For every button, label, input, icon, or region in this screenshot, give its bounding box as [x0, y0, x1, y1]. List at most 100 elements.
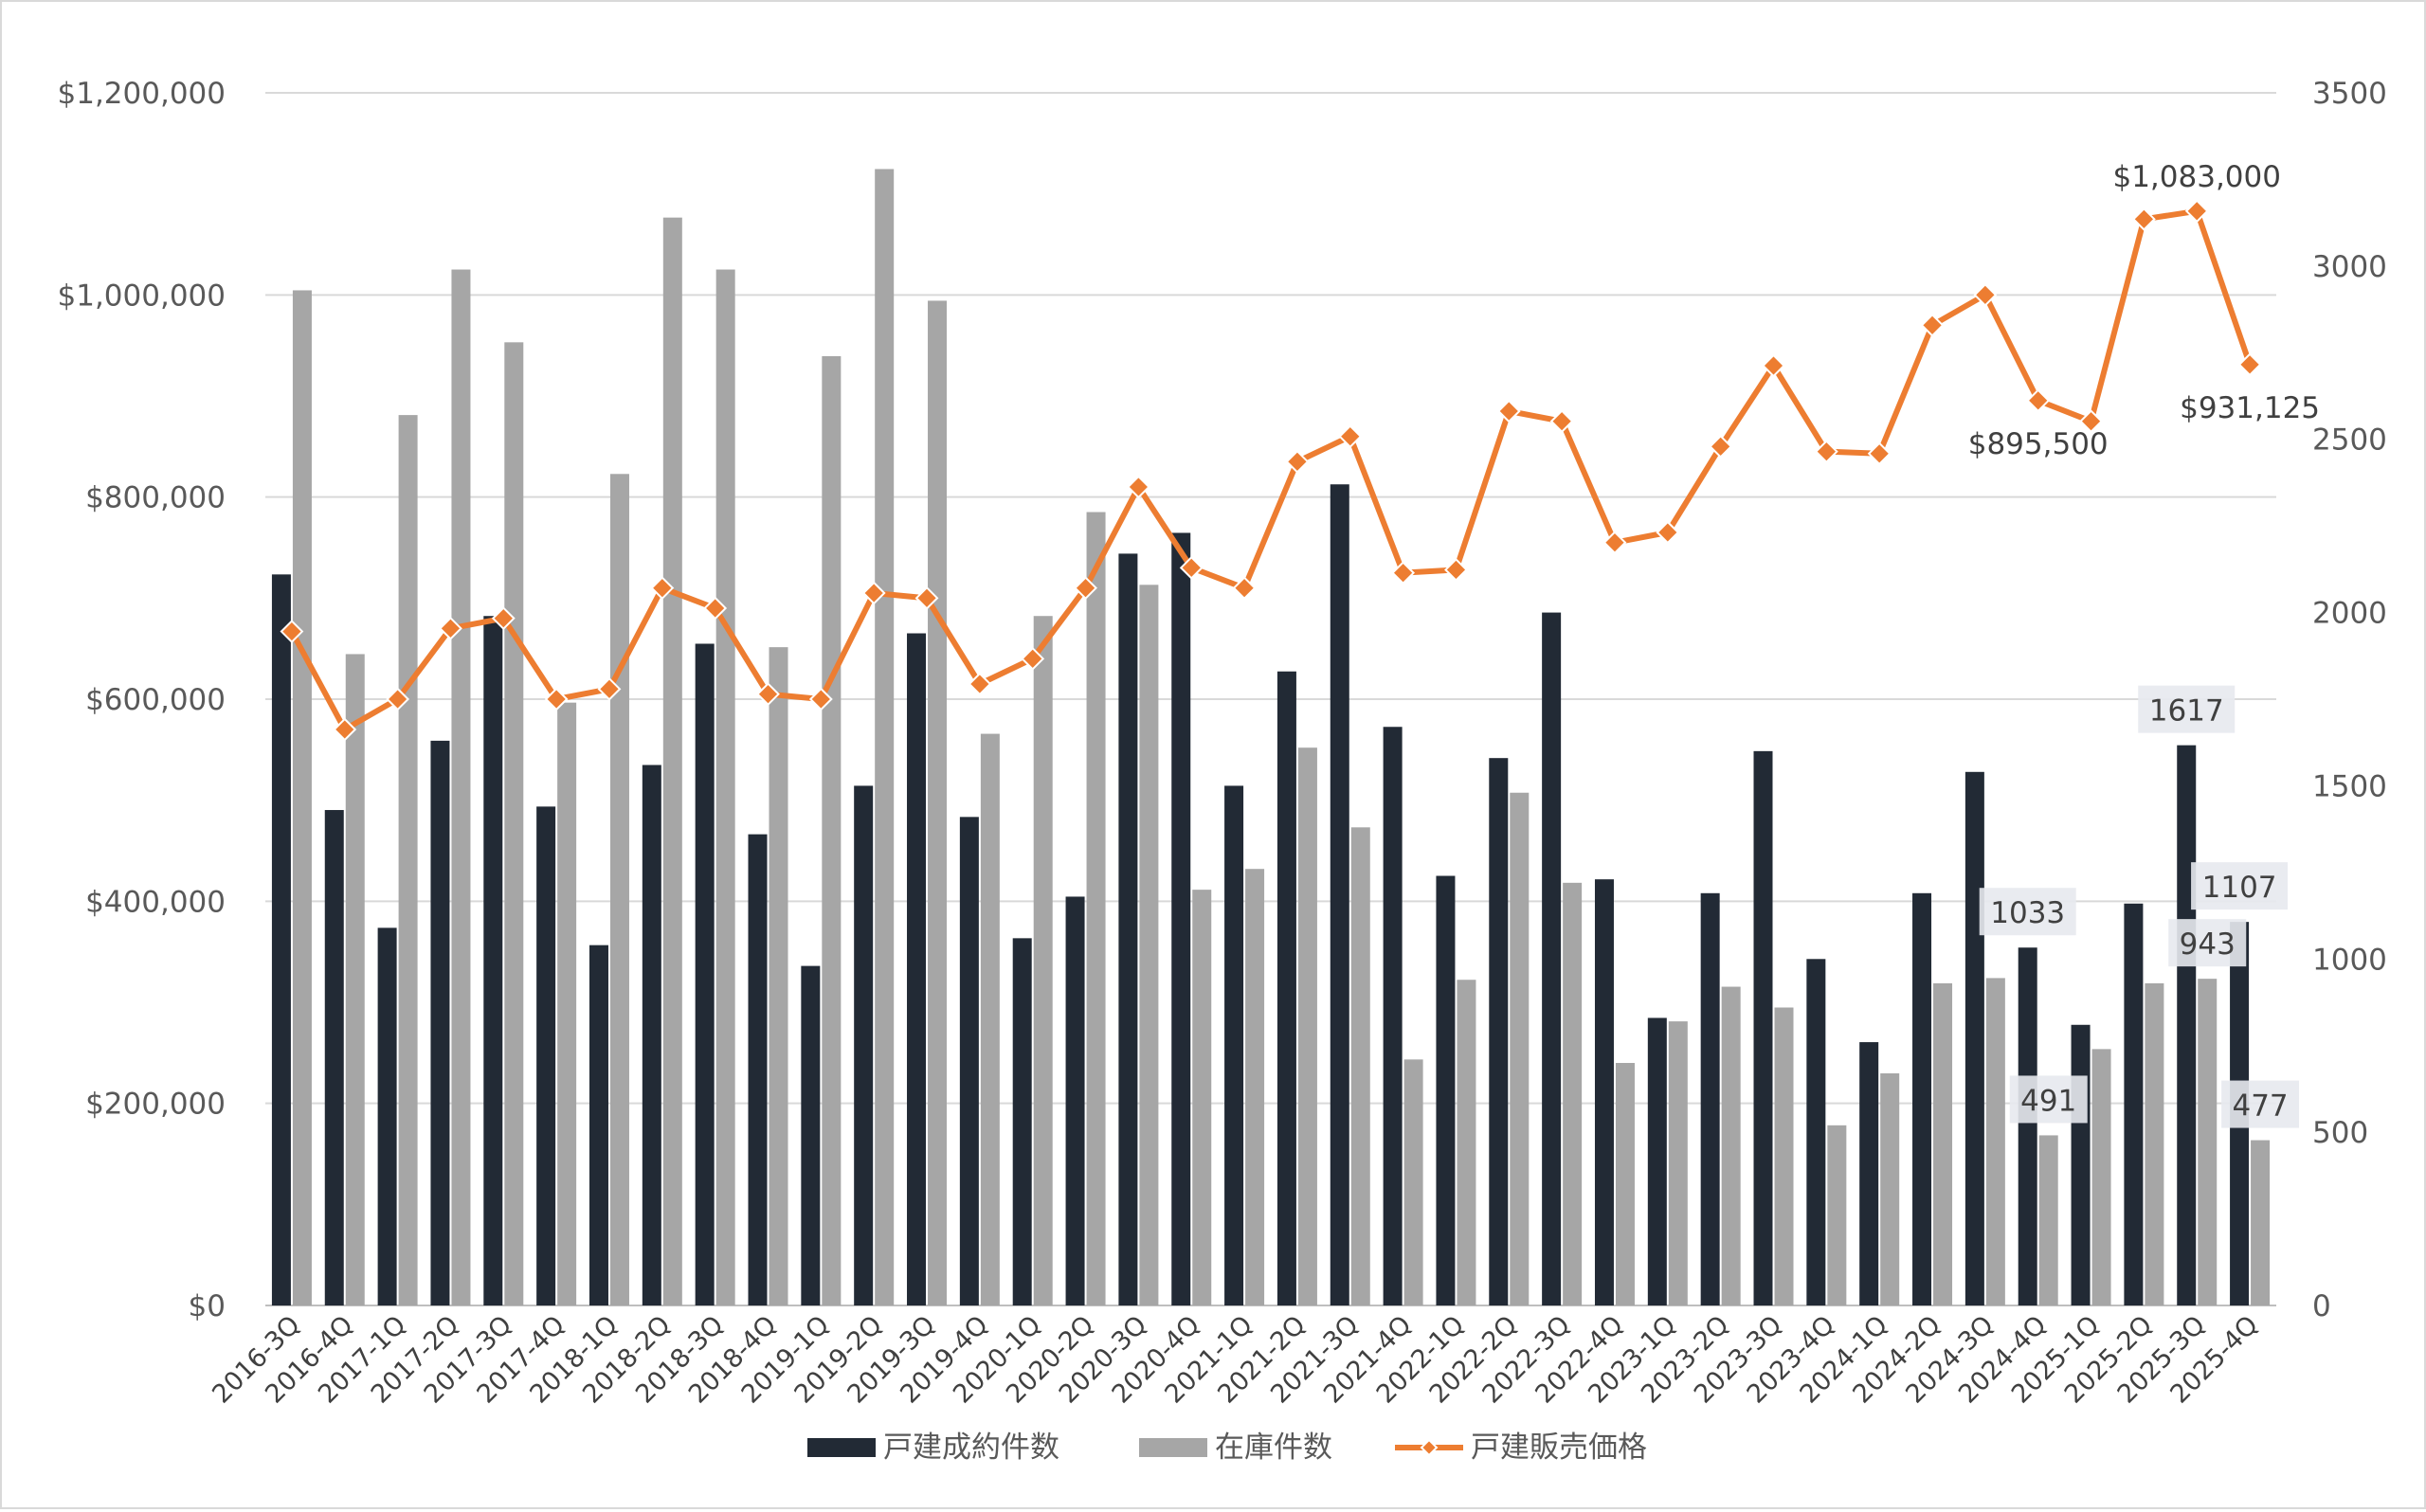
legend-label: 戸建販売価格: [1471, 1431, 1647, 1465]
price-marker: [1444, 558, 1468, 582]
bar-inventory: [1245, 869, 1265, 1305]
data-label: $895,500: [1968, 427, 2109, 461]
bar-sales: [377, 927, 397, 1305]
bar-sales: [1065, 896, 1085, 1305]
price-marker: [333, 717, 357, 742]
price-marker: [756, 682, 780, 707]
price-marker: [1709, 434, 1733, 459]
bar-inventory: [928, 300, 948, 1305]
legend-marker: [1420, 1438, 1439, 1457]
bar-inventory: [504, 342, 524, 1305]
price-marker: [1126, 475, 1150, 499]
bar-inventory: [1297, 747, 1317, 1305]
bar-sales: [1912, 892, 1932, 1305]
price-marker: [914, 585, 939, 610]
data-label-box: [2221, 1080, 2300, 1128]
y-left-tick-label: $0: [189, 1289, 226, 1323]
bar-sales: [1383, 727, 1403, 1305]
y-right-tick-label: 500: [2312, 1116, 2368, 1150]
price-marker: [1549, 409, 1574, 434]
bar-sales: [2018, 947, 2037, 1305]
bar-sales: [1330, 484, 1349, 1305]
bar-inventory: [1457, 980, 1476, 1305]
price-marker: [650, 576, 675, 601]
bar-inventory: [980, 733, 1000, 1305]
legend-label: 戸建成約件数: [883, 1431, 1059, 1465]
y-right-tick-label: 2500: [2312, 423, 2387, 458]
bar-series: [271, 169, 2271, 1306]
price-marker: [2079, 409, 2103, 434]
price-marker: [1814, 440, 1838, 464]
bar-sales: [1647, 1017, 1667, 1305]
bar-inventory: [1403, 1059, 1423, 1305]
y-right-tick-label: 1000: [2312, 943, 2387, 977]
bar-inventory: [2251, 1140, 2271, 1305]
bar-sales: [748, 834, 768, 1305]
bar-inventory: [1192, 890, 1212, 1305]
price-marker: [1656, 520, 1680, 545]
bar-inventory: [1033, 616, 1053, 1305]
bar-sales: [1276, 671, 1296, 1305]
price-marker: [1074, 576, 1097, 601]
y-left-tick-label: $1,000,000: [58, 279, 226, 313]
y-left-tick-label: $1,200,000: [58, 77, 226, 111]
price-marker: [968, 672, 992, 696]
bar-sales: [907, 633, 927, 1305]
bar-inventory: [2091, 1049, 2111, 1305]
line-series: [280, 199, 2262, 742]
data-label-box: [2191, 862, 2289, 910]
bar-inventory: [292, 290, 312, 1305]
bar-sales: [1859, 1042, 1879, 1305]
bar-sales: [588, 945, 608, 1305]
bar-sales: [959, 817, 979, 1305]
price-line: [289, 207, 2253, 732]
price-marker: [1920, 313, 1945, 337]
price-marker: [861, 581, 886, 605]
bar-inventory: [1880, 1072, 1900, 1305]
bar-sales: [642, 765, 661, 1305]
bar-sales: [695, 643, 715, 1305]
bar-sales: [536, 806, 556, 1305]
bar-sales: [1436, 875, 1456, 1305]
bar-inventory: [1510, 792, 1530, 1305]
bar-sales: [271, 574, 291, 1305]
data-label: 943: [2180, 927, 2236, 962]
price-marker: [1602, 531, 1627, 555]
bar-inventory: [1827, 1125, 1847, 1305]
price-marker: [491, 606, 516, 631]
bar-inventory: [769, 647, 788, 1305]
bar-sales: [1171, 532, 1191, 1305]
data-label-box: [1979, 888, 2076, 936]
price-marker: [703, 596, 728, 621]
bar-inventory: [1563, 882, 1583, 1305]
bar-sales: [1964, 771, 1984, 1305]
price-marker: [1285, 449, 1310, 474]
price-marker: [1021, 646, 1045, 671]
bar-inventory: [1933, 982, 1953, 1305]
bar-sales: [1224, 785, 1244, 1305]
y-right-tick-label: 3500: [2312, 77, 2387, 111]
data-label: $931,125: [2180, 391, 2320, 425]
bar-sales: [483, 616, 503, 1305]
bar-inventory: [875, 169, 895, 1305]
legend-swatch: [807, 1438, 876, 1457]
bar-inventory: [1350, 827, 1370, 1305]
bar-inventory: [1774, 1007, 1794, 1305]
data-label: 1617: [2149, 694, 2224, 729]
bar-sales: [1806, 959, 1826, 1305]
price-marker: [2184, 199, 2209, 224]
bar-inventory: [1985, 978, 2005, 1305]
bar-inventory: [1615, 1063, 1635, 1305]
bar-inventory: [2198, 979, 2218, 1305]
legend-label: 在庫件数: [1215, 1431, 1332, 1465]
bar-inventory: [2145, 982, 2164, 1305]
bar-inventory: [557, 702, 577, 1305]
bar-sales: [1700, 892, 1720, 1305]
price-marker: [386, 687, 410, 711]
bar-sales: [2071, 1024, 2091, 1305]
price-marker: [1232, 576, 1257, 601]
price-marker: [439, 616, 462, 640]
y-left-tick-label: $200,000: [85, 1088, 226, 1122]
